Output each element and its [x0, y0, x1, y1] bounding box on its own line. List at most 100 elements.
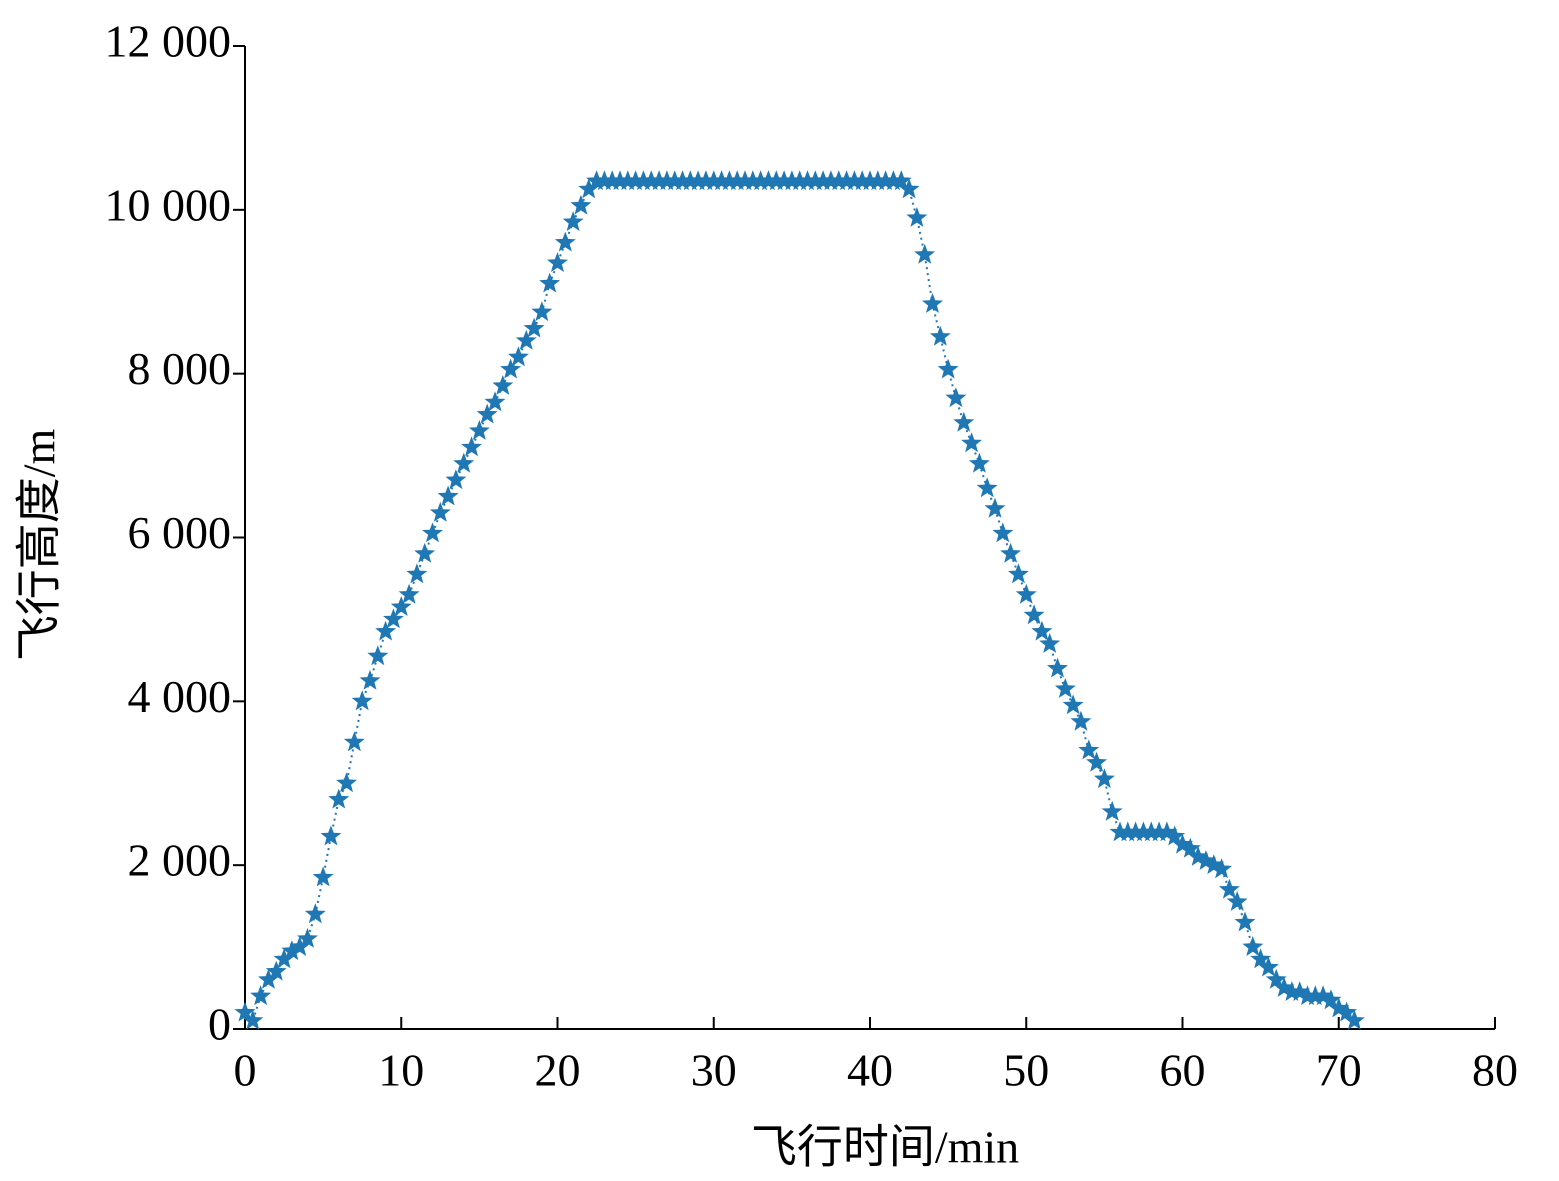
- star-marker: [390, 596, 412, 616]
- star-marker: [734, 170, 756, 191]
- star-marker: [867, 170, 889, 191]
- star-marker: [758, 170, 779, 191]
- star-marker: [383, 608, 404, 629]
- x-tick-label: 20: [535, 1045, 581, 1096]
- star-marker: [297, 927, 318, 948]
- star-marker: [906, 207, 928, 227]
- star-marker: [476, 403, 498, 424]
- star-marker: [1336, 1001, 1357, 1022]
- star-marker: [1117, 821, 1139, 842]
- star-marker: [1234, 911, 1256, 932]
- star-marker: [726, 170, 748, 191]
- star-marker: [937, 358, 959, 379]
- star-marker: [1093, 768, 1115, 789]
- star-marker: [1328, 997, 1350, 1018]
- star-marker: [695, 170, 717, 191]
- star-marker: [508, 346, 529, 367]
- y-tick-label: 0: [208, 999, 231, 1050]
- star-marker: [992, 522, 1014, 543]
- star-marker: [539, 272, 561, 293]
- star-marker: [1039, 633, 1061, 653]
- y-tick-label: 2 000: [128, 835, 232, 886]
- x-tick-label: 30: [691, 1045, 737, 1096]
- star-marker: [703, 170, 725, 191]
- star-marker: [1070, 710, 1092, 731]
- x-tick-label: 60: [1160, 1045, 1206, 1096]
- star-marker: [304, 903, 326, 924]
- x-axis-label: 飞行时间/min: [751, 1122, 1019, 1173]
- star-marker: [1086, 751, 1107, 772]
- star-marker: [976, 477, 998, 498]
- star-marker: [500, 358, 522, 379]
- star-marker: [898, 178, 920, 199]
- star-marker: [547, 252, 568, 272]
- star-marker: [750, 170, 772, 191]
- star-marker: [804, 170, 826, 191]
- x-tick-label: 70: [1316, 1045, 1362, 1096]
- star-marker: [570, 194, 592, 215]
- x-tick-label: 10: [378, 1045, 424, 1096]
- star-marker: [773, 170, 795, 191]
- star-marker: [1312, 985, 1334, 1006]
- y-tick-label: 12 000: [105, 16, 232, 67]
- star-marker: [1320, 989, 1342, 1010]
- star-marker: [664, 170, 686, 191]
- star-marker: [343, 731, 365, 752]
- star-marker: [1265, 968, 1287, 989]
- star-marker: [1304, 985, 1326, 1006]
- star-marker: [640, 170, 662, 191]
- star-marker: [1015, 583, 1037, 604]
- star-marker: [523, 317, 545, 338]
- star-marker: [429, 501, 451, 522]
- star-marker: [273, 948, 295, 969]
- star-marker: [1187, 846, 1209, 866]
- star-marker: [1179, 837, 1201, 858]
- star-marker: [922, 293, 943, 313]
- star-marker: [843, 170, 865, 191]
- star-marker: [414, 542, 436, 563]
- star-marker: [1125, 821, 1147, 842]
- star-marker: [765, 170, 787, 191]
- star-marker: [648, 170, 670, 191]
- star-marker: [1281, 981, 1303, 1001]
- y-axis-label: 飞行高度/m: [14, 429, 65, 662]
- x-tick-label: 40: [847, 1045, 893, 1096]
- star-marker: [1242, 936, 1264, 956]
- star-marker: [461, 436, 482, 457]
- star-marker: [1289, 981, 1311, 1001]
- star-marker: [445, 469, 467, 490]
- star-marker: [281, 940, 303, 961]
- star-marker: [633, 170, 654, 191]
- star-marker: [1031, 620, 1053, 641]
- star-marker: [250, 985, 272, 1006]
- star-marker: [828, 170, 850, 191]
- star-marker: [578, 178, 600, 199]
- star-marker: [437, 485, 459, 506]
- star-marker: [359, 669, 381, 690]
- star-marker: [375, 620, 397, 641]
- star-marker: [1211, 858, 1232, 879]
- star-marker: [312, 866, 334, 887]
- star-marker: [875, 170, 897, 191]
- star-marker: [742, 170, 764, 191]
- star-marker: [1109, 821, 1131, 842]
- star-marker: [1054, 678, 1076, 698]
- star-marker: [1343, 1009, 1365, 1030]
- star-marker: [422, 522, 443, 543]
- star-marker: [1250, 948, 1272, 969]
- y-tick-label: 4 000: [128, 671, 232, 722]
- star-marker: [1273, 977, 1295, 997]
- star-marker: [320, 825, 342, 846]
- star-marker: [484, 391, 506, 412]
- star-marker: [398, 583, 420, 604]
- star-marker: [679, 170, 701, 191]
- star-marker: [851, 170, 873, 191]
- star-marker: [265, 960, 287, 981]
- star-marker: [781, 170, 803, 191]
- star-marker: [1008, 563, 1029, 584]
- star-marker: [968, 452, 990, 473]
- star-marker: [554, 231, 576, 252]
- star-marker: [672, 170, 693, 191]
- star-marker: [1195, 850, 1217, 870]
